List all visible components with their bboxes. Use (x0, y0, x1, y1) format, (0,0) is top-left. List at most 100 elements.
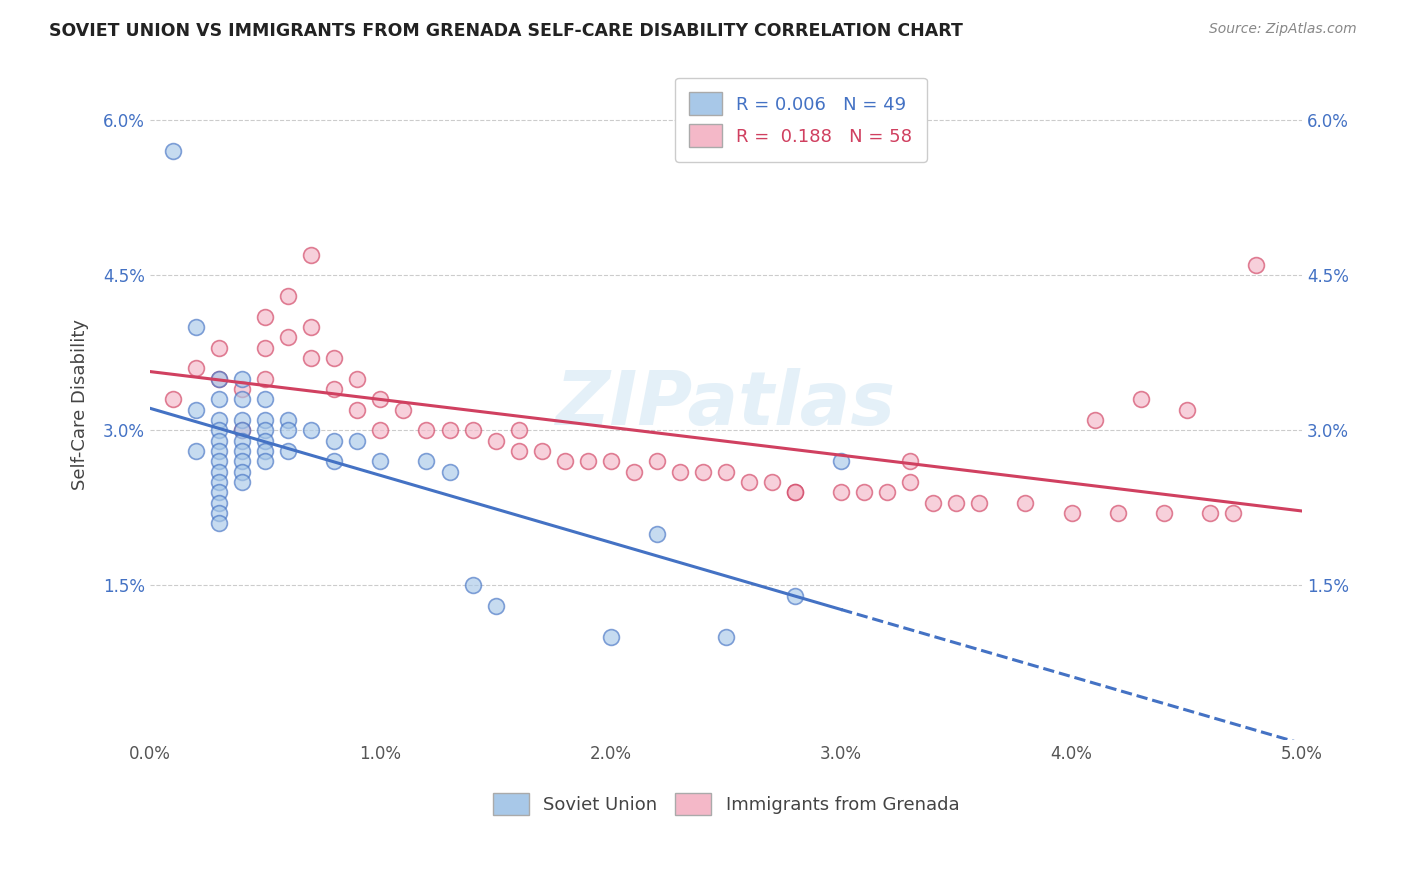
Point (783, 485, 806, 500)
Point (231, 475, 253, 489)
Point (461, 578, 484, 592)
Point (254, 454, 277, 468)
Point (231, 423, 253, 437)
Point (184, 319, 207, 334)
Point (830, 485, 852, 500)
Point (1107, 506, 1129, 520)
Point (299, 319, 322, 334)
Point (669, 465, 692, 479)
Point (162, 392, 184, 407)
Point (415, 454, 437, 468)
Point (184, 402, 207, 417)
Point (783, 485, 806, 500)
Point (1244, 258, 1267, 272)
Point (1084, 413, 1107, 427)
Point (299, 247, 322, 261)
Point (162, 144, 184, 158)
Point (623, 465, 645, 479)
Point (439, 465, 461, 479)
Point (346, 434, 368, 448)
Point (208, 465, 231, 479)
Point (392, 402, 415, 417)
Point (969, 495, 991, 509)
Point (208, 371, 231, 385)
Point (1198, 506, 1220, 520)
Point (208, 485, 231, 500)
Point (1222, 506, 1244, 520)
Point (231, 392, 253, 407)
Point (254, 341, 277, 355)
Point (254, 310, 277, 324)
Point (277, 423, 299, 437)
Point (370, 454, 392, 468)
Point (1014, 495, 1036, 509)
Point (738, 475, 761, 489)
Point (370, 392, 392, 407)
Point (530, 443, 553, 458)
Point (299, 351, 322, 365)
Point (945, 495, 967, 509)
Point (231, 423, 253, 437)
Point (346, 371, 368, 385)
Point (853, 485, 876, 500)
Text: SOVIET UNION VS IMMIGRANTS FROM GRENADA SELF-CARE DISABILITY CORRELATION CHART: SOVIET UNION VS IMMIGRANTS FROM GRENADA … (49, 22, 963, 40)
Point (231, 443, 253, 458)
Point (323, 351, 346, 365)
Point (898, 475, 921, 489)
Point (208, 495, 231, 509)
Point (231, 465, 253, 479)
Point (323, 434, 346, 448)
Point (254, 423, 277, 437)
Point (692, 465, 714, 479)
Point (1129, 392, 1152, 407)
Point (714, 465, 737, 479)
Point (1153, 506, 1175, 520)
Point (461, 423, 484, 437)
Point (254, 434, 277, 448)
Point (208, 371, 231, 385)
Point (208, 475, 231, 489)
Point (599, 454, 621, 468)
Point (231, 434, 253, 448)
Point (231, 382, 253, 396)
Point (761, 475, 783, 489)
Point (370, 423, 392, 437)
Point (277, 330, 299, 344)
Point (231, 413, 253, 427)
Point (254, 413, 277, 427)
Point (1175, 402, 1198, 417)
Point (898, 454, 921, 468)
Legend: Soviet Union, Immigrants from Grenada: Soviet Union, Immigrants from Grenada (485, 786, 967, 822)
Point (714, 630, 737, 644)
Point (208, 423, 231, 437)
Point (254, 392, 277, 407)
Point (208, 341, 231, 355)
Y-axis label: Self-Care Disability: Self-Care Disability (72, 318, 89, 490)
Point (254, 443, 277, 458)
Point (346, 402, 368, 417)
Point (208, 434, 231, 448)
Text: ZIPatlas: ZIPatlas (555, 368, 896, 441)
Point (208, 516, 231, 531)
Point (645, 454, 668, 468)
Point (415, 423, 437, 437)
Point (645, 526, 668, 541)
Point (184, 443, 207, 458)
Point (208, 392, 231, 407)
Point (484, 434, 506, 448)
Point (208, 506, 231, 520)
Point (484, 599, 506, 613)
Point (208, 413, 231, 427)
Point (277, 413, 299, 427)
Point (254, 371, 277, 385)
Point (599, 630, 621, 644)
Text: Source: ZipAtlas.com: Source: ZipAtlas.com (1209, 22, 1357, 37)
Point (576, 454, 599, 468)
Point (231, 454, 253, 468)
Point (208, 443, 231, 458)
Point (876, 485, 898, 500)
Point (922, 495, 945, 509)
Point (208, 454, 231, 468)
Point (231, 371, 253, 385)
Point (508, 423, 530, 437)
